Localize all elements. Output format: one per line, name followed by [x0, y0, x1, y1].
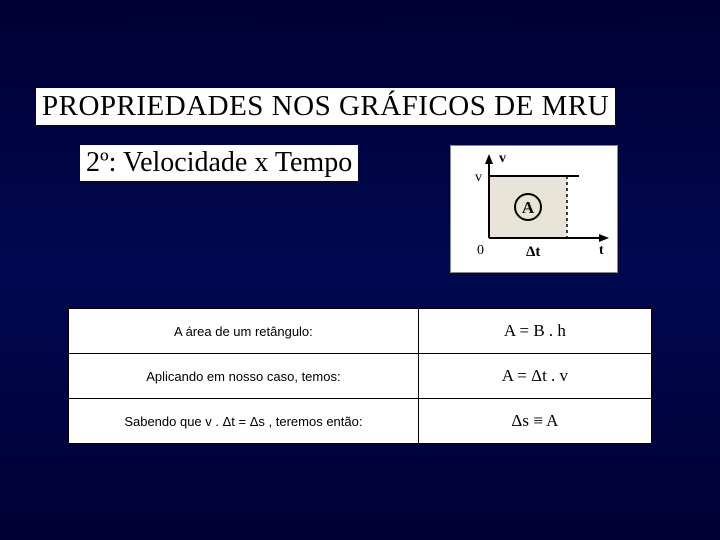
table-row: Aplicando em nosso caso, temos: A = Δt .… — [69, 354, 652, 399]
y-axis-arrow — [485, 154, 493, 164]
x-axis-label: t — [599, 243, 604, 258]
area-letter: A — [522, 198, 535, 217]
table-row: A área de um retângulo: A = B . h — [69, 309, 652, 354]
slide-subtitle: 2º: Velocidade x Tempo — [80, 145, 358, 181]
row-formula: A = Δt . v — [418, 354, 651, 399]
formula-table: A área de um retângulo: A = B . h Aplica… — [68, 308, 652, 444]
row-desc: Sabendo que v . Δt = Δs , teremos então: — [69, 399, 419, 444]
origin-label: 0 — [477, 243, 484, 258]
x-axis-arrow — [599, 234, 609, 242]
row-formula: A = B . h — [418, 309, 651, 354]
row-desc: Aplicando em nosso caso, temos: — [69, 354, 419, 399]
row-formula: Δs ≡ A — [418, 399, 651, 444]
row-desc: A área de um retângulo: — [69, 309, 419, 354]
x-marker-label: Δt — [526, 244, 540, 260]
slide-title: PROPRIEDADES NOS GRÁFICOS DE MRU — [36, 88, 615, 125]
velocity-time-chart: A v v 0 Δt t — [450, 145, 618, 273]
table-row: Sabendo que v . Δt = Δs , teremos então:… — [69, 399, 652, 444]
chart-svg: A v v 0 Δt t — [451, 146, 619, 274]
y-axis-label: v — [499, 151, 506, 166]
y-tick-label: v — [475, 170, 482, 185]
